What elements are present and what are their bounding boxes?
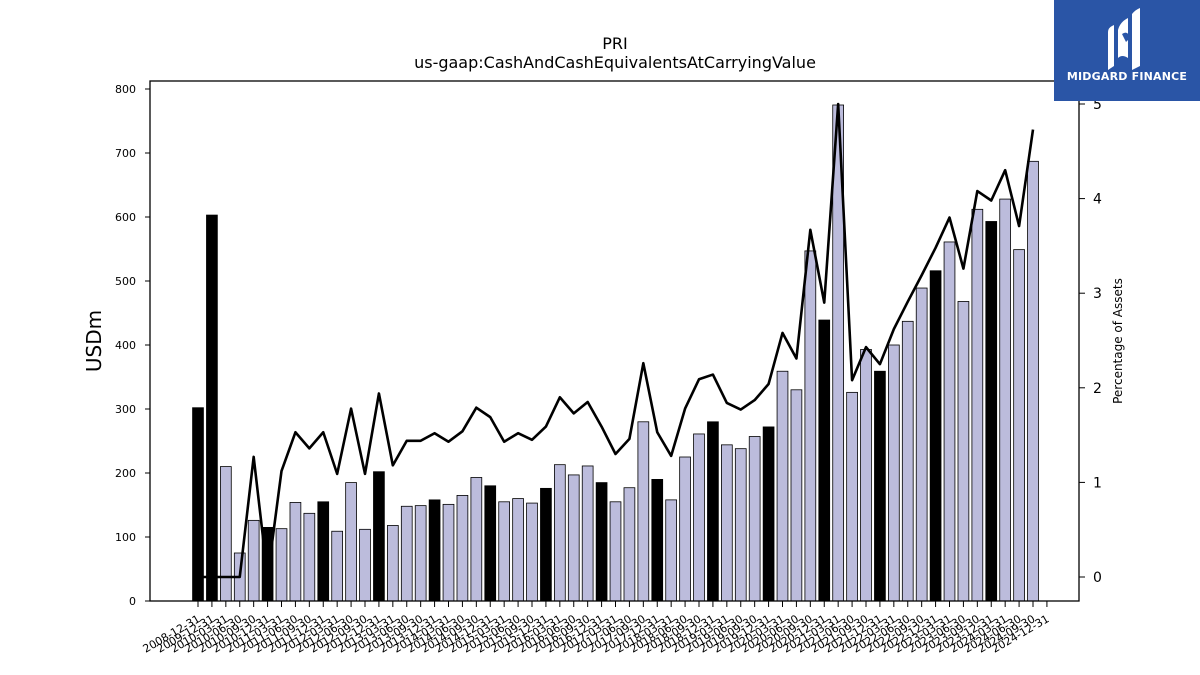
- bar-2011-06-30: [289, 502, 302, 602]
- y2-tick-label: 3: [1093, 286, 1102, 302]
- bar-2021-12-31: [874, 370, 886, 602]
- bar-2008-12-31: [192, 407, 204, 602]
- bar-2015-06-30: [512, 498, 524, 602]
- bar-2013-12-31: [428, 499, 441, 602]
- bar-2022-03-31: [888, 344, 900, 602]
- bar-2015-12-31: [540, 487, 552, 602]
- bar-2016-12-31: [595, 482, 608, 602]
- bar-2018-09-30: [693, 433, 705, 602]
- bar-2022-09-30: [915, 287, 928, 602]
- bar-2013-09-30: [414, 505, 427, 602]
- bar-2012-03-31: [331, 530, 343, 602]
- chart-title: PRI: [602, 34, 627, 53]
- bar-2012-09-30: [359, 528, 371, 602]
- pct-assets-line: [198, 102, 1035, 579]
- bar-2012-06-30: [345, 482, 357, 602]
- brand-logo: MIDGARD FINANCE: [1054, 0, 1200, 101]
- bar-2019-12-31: [762, 426, 775, 602]
- bar-2013-03-31: [387, 525, 399, 602]
- bar-2019-03-31: [721, 444, 733, 602]
- bar-2016-06-30: [567, 474, 580, 602]
- bar-2016-09-30: [581, 465, 594, 602]
- y2-tick-label: 1: [1093, 475, 1102, 491]
- bar-2017-09-30: [637, 421, 650, 602]
- bar-2010-09-30: [247, 519, 260, 602]
- logo-mark-icon: [1108, 8, 1140, 70]
- bar-2014-09-30: [470, 477, 483, 602]
- bar-2024-09-30: [1027, 160, 1039, 602]
- bar-2018-03-31: [665, 499, 677, 602]
- x-axis: 2008-12-312009-12-312010-03-312010-06-30…: [141, 601, 1051, 656]
- y2-axis: 0 1 2 3 4 5: [1079, 97, 1102, 586]
- bar-2023-12-31: [985, 221, 998, 602]
- bar-2009-12-31: [206, 214, 218, 602]
- bar-2020-09-30: [804, 250, 817, 602]
- bar-2019-09-30: [748, 436, 761, 602]
- bar-2021-09-30: [860, 349, 872, 602]
- y-tick-label: 100: [115, 531, 136, 544]
- bar-2010-03-31: [220, 466, 232, 602]
- y-tick-label: 400: [115, 339, 136, 352]
- y-tick-label: 700: [115, 147, 136, 160]
- y2-tick-label: 4: [1093, 192, 1102, 208]
- y-axis: 0 100 200 300 400 500 600 700 800: [115, 83, 150, 608]
- chart-subtitle: us-gaap:CashAndCashEquivalentsAtCarrying…: [414, 53, 816, 72]
- y-tick-label: 0: [129, 595, 136, 608]
- bar-2024-03-31: [999, 198, 1011, 602]
- plot-frame: [149, 80, 1080, 602]
- bar-2023-06-30: [957, 301, 970, 602]
- bar-2018-12-31: [707, 421, 719, 602]
- y-tick-label: 600: [115, 211, 136, 224]
- bar-2015-09-30: [526, 502, 538, 602]
- y-tick-label: 800: [115, 83, 136, 96]
- bar-2011-03-31: [275, 528, 288, 602]
- bar-2013-06-30: [400, 505, 413, 602]
- bars: [192, 104, 1039, 602]
- bar-2018-06-30: [679, 456, 691, 602]
- y-tick-label: 200: [115, 467, 136, 480]
- logo-brand-text: MIDGARD FINANCE: [1066, 70, 1188, 83]
- bar-2014-06-30: [456, 494, 469, 602]
- bar-2017-03-31: [609, 501, 622, 602]
- y2-axis-label: Percentage of Assets: [1111, 278, 1125, 404]
- bar-2016-03-31: [554, 464, 566, 602]
- bar-2017-12-31: [651, 478, 664, 602]
- bar-2017-06-30: [623, 487, 636, 602]
- bar-2023-03-31: [943, 241, 956, 602]
- y-axis-label: USDm: [82, 310, 106, 372]
- bar-2022-06-30: [901, 320, 914, 602]
- bar-2020-12-31: [818, 319, 831, 602]
- bar-2012-12-31: [373, 471, 385, 602]
- line-layer: [198, 102, 1035, 579]
- bar-2014-12-31: [484, 485, 497, 602]
- bar-2019-06-30: [734, 448, 747, 602]
- y-tick-label: 300: [115, 403, 136, 416]
- y-tick-label: 500: [115, 275, 136, 288]
- y2-tick-label: 0: [1093, 570, 1102, 586]
- bar-2011-09-30: [303, 512, 316, 602]
- bar-2021-06-30: [846, 391, 858, 602]
- bar-2023-09-30: [971, 208, 984, 602]
- bar-2014-03-31: [442, 503, 455, 602]
- bar-2011-12-31: [317, 501, 330, 602]
- bar-2015-03-31: [498, 501, 510, 602]
- bar-2024-06-30: [1013, 249, 1025, 602]
- y2-tick-label: 5: [1093, 97, 1102, 113]
- bar-2020-03-31: [776, 370, 789, 602]
- bar-2022-12-31: [929, 270, 942, 602]
- bar-2020-06-30: [790, 389, 803, 602]
- y2-tick-label: 2: [1093, 381, 1102, 397]
